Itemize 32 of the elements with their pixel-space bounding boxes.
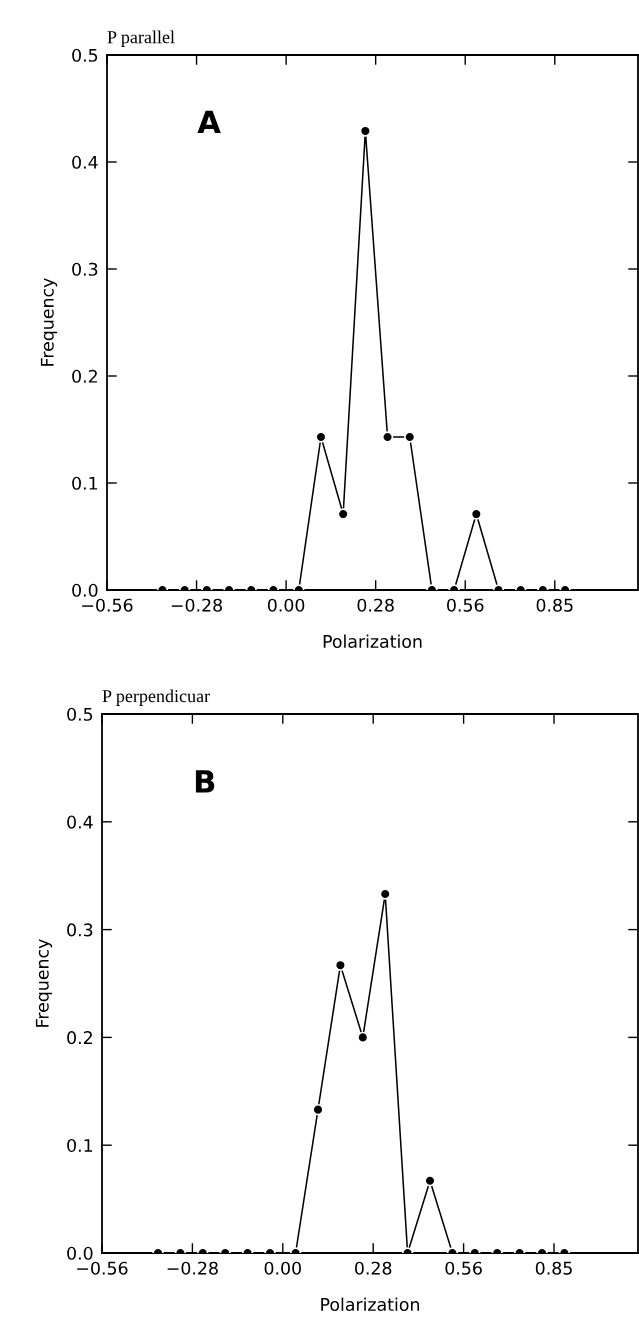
y-tick-label: 0.4	[72, 155, 98, 169]
y-tick-label: 0.2	[67, 1031, 92, 1045]
y-tick-label: 0.3	[72, 262, 98, 276]
y-tick-label: 0.5	[67, 707, 93, 721]
x-axis-title: Polarization	[323, 634, 422, 649]
y-tick-label: 0.4	[67, 815, 93, 829]
annotation: A	[197, 110, 221, 133]
y-tick-label: 0.3	[67, 923, 93, 937]
x-tick-label: −0.56	[77, 1261, 128, 1275]
x-tick-label: 0.28	[357, 598, 394, 612]
x-tick-label: −0.28	[171, 598, 222, 612]
y-tick-label: 0.0	[72, 583, 98, 597]
x-axis-title: Polarization	[321, 1297, 419, 1312]
x-tick-label: 0.56	[447, 598, 484, 612]
y-axis-title: Frequency	[40, 278, 58, 366]
annotation: B	[195, 770, 215, 793]
chart-title: P perpendicuar	[102, 689, 210, 706]
y-tick-label: 0.1	[67, 1138, 93, 1153]
y-tick-label: 0.0	[67, 1246, 93, 1260]
x-tick-label: 0.56	[445, 1261, 482, 1275]
x-tick-label: 0.00	[264, 1261, 301, 1275]
x-tick-label: 0.85	[535, 1261, 572, 1275]
x-tick-label: 0.85	[536, 598, 573, 612]
x-tick-label: 0.00	[267, 598, 305, 612]
x-tick-label: 0.28	[355, 1261, 392, 1275]
y-tick-label: 0.2	[72, 369, 97, 383]
x-tick-label: −0.56	[82, 598, 133, 612]
y-tick-label: 0.1	[72, 476, 98, 490]
chart-title: P parallel	[107, 30, 175, 47]
x-tick-label: −0.28	[167, 1261, 218, 1275]
y-axis-title: Frequency	[35, 939, 53, 1027]
y-tick-label: 0.5	[72, 48, 98, 62]
